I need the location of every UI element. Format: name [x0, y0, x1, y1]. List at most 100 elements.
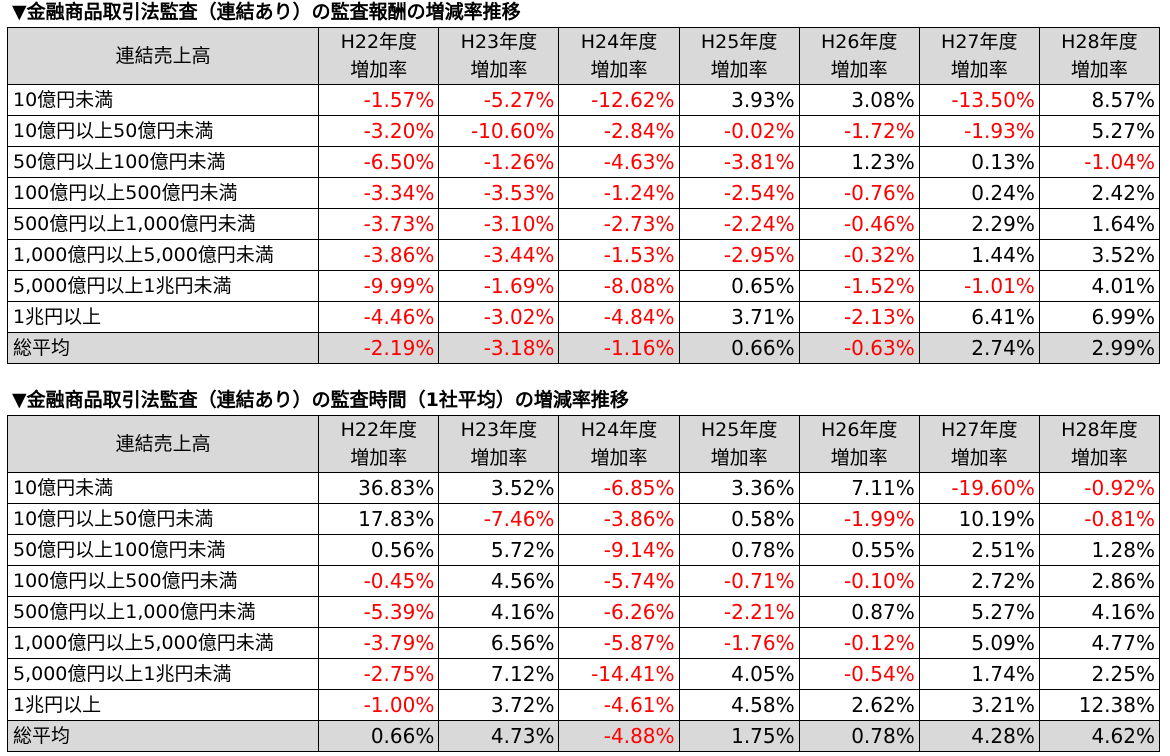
rate-cell: 3.08%	[798, 84, 920, 116]
rate-cell: -3.10%	[438, 208, 560, 240]
audit-hours-rate-table: 連結売上高 H22年度 H23年度 H24年度 H25年度 H26年度 H27年…	[6, 415, 1161, 752]
table-row: 1兆円以上 -4.46% -3.02% -4.84% 3.71% -2.13% 6.41% 6…	[6, 301, 1161, 333]
rate-cell: 1.75%	[678, 720, 800, 752]
rate-cell: -6.26%	[558, 596, 680, 628]
metric-header: 増加率	[558, 56, 680, 85]
rate-cell: 8.57%	[1038, 84, 1161, 116]
rate-cell: -3.81%	[678, 146, 800, 178]
rate-cell: -4.84%	[558, 301, 680, 333]
rate-cell: 1.23%	[798, 146, 920, 178]
rate-cell: -1.99%	[798, 503, 920, 535]
metric-header: 増加率	[1038, 56, 1161, 85]
rate-cell: -1.93%	[918, 115, 1040, 147]
rate-cell: -2.13%	[798, 301, 920, 333]
rate-cell: -12.62%	[558, 84, 680, 116]
rate-cell: 3.72%	[438, 689, 560, 721]
rate-cell: 5.09%	[918, 627, 1040, 659]
rate-cell: 6.99%	[1038, 301, 1161, 333]
table-row: 50億円以上100億円未満 -6.50% -1.26% -4.63% -3.81% 1.2…	[6, 146, 1161, 178]
rate-cell: -2.84%	[558, 115, 680, 147]
rate-cell: -0.10%	[798, 565, 920, 597]
rate-cell: 0.56%	[318, 534, 440, 566]
rate-cell: -3.20%	[318, 115, 440, 147]
rate-cell: -8.08%	[558, 270, 680, 302]
year-header: H27年度	[918, 27, 1040, 56]
rate-cell: -5.27%	[438, 84, 560, 116]
hours-table-title: ▼金融商品取引法監査（連結あり）の監査時間（1社平均）の増減率推移	[12, 389, 629, 411]
table-row: 1,000億円以上5,000億円未満 -3.79% 6.56% -5.87% -1.76…	[6, 627, 1161, 659]
rate-cell: -0.76%	[798, 177, 920, 209]
rate-cell: 2.62%	[798, 689, 920, 721]
rate-cell: 3.21%	[918, 689, 1040, 721]
year-header: H22年度	[318, 415, 440, 444]
rate-cell: -1.72%	[798, 115, 920, 147]
rate-cell: 4.62%	[1038, 720, 1161, 752]
row-label: 1,000億円以上5,000億円未満	[6, 239, 320, 271]
row-label: 500億円以上1,000億円未満	[6, 596, 320, 628]
rate-cell: 4.77%	[1038, 627, 1161, 659]
table-row: 100億円以上500億円未満 -0.45% 4.56% -5.74% -0.71% -0.…	[6, 565, 1161, 597]
rate-cell: -0.92%	[1038, 472, 1161, 504]
rate-cell: 2.25%	[1038, 658, 1161, 690]
rate-cell: -1.01%	[918, 270, 1040, 302]
row-label: 1兆円以上	[6, 301, 320, 333]
rate-cell: 3.52%	[438, 472, 560, 504]
metric-header: 増加率	[318, 444, 440, 473]
year-header: H28年度	[1038, 27, 1161, 56]
rate-cell: -1.52%	[798, 270, 920, 302]
rate-cell: 0.24%	[918, 177, 1040, 209]
metric-header: 増加率	[318, 56, 440, 85]
rate-cell: -0.45%	[318, 565, 440, 597]
rate-cell: -1.26%	[438, 146, 560, 178]
rate-cell: -0.63%	[798, 332, 920, 364]
rate-cell: 4.05%	[678, 658, 800, 690]
metric-header: 増加率	[558, 444, 680, 473]
fee-table-title: ▼金融商品取引法監査（連結あり）の監査報酬の増減率推移	[12, 1, 521, 23]
rate-cell: -3.53%	[438, 177, 560, 209]
rate-cell: 2.74%	[918, 332, 1040, 364]
metric-header: 増加率	[678, 444, 800, 473]
rate-cell: 0.66%	[678, 332, 800, 364]
rate-cell: -5.39%	[318, 596, 440, 628]
rate-cell: 17.83%	[318, 503, 440, 535]
metric-header: 増加率	[438, 444, 560, 473]
rate-cell: -7.46%	[438, 503, 560, 535]
row-label: 5,000億円以上1兆円未満	[6, 270, 320, 302]
metric-header: 増加率	[438, 56, 560, 85]
rate-cell: 36.83%	[318, 472, 440, 504]
metric-header: 増加率	[918, 56, 1040, 85]
year-header: H25年度	[678, 415, 800, 444]
metric-header: 増加率	[798, 56, 920, 85]
rate-cell: -1.24%	[558, 177, 680, 209]
year-header: H26年度	[798, 27, 920, 56]
rate-cell: -1.16%	[558, 332, 680, 364]
rate-cell: 5.27%	[1038, 115, 1161, 147]
rate-cell: 2.99%	[1038, 332, 1161, 364]
rate-cell: -1.76%	[678, 627, 800, 659]
rate-cell: 4.58%	[678, 689, 800, 721]
rate-cell: 10.19%	[918, 503, 1040, 535]
year-header: H24年度	[558, 27, 680, 56]
rate-cell: -4.61%	[558, 689, 680, 721]
rate-cell: -0.54%	[798, 658, 920, 690]
rate-cell: -3.73%	[318, 208, 440, 240]
row-label: 10億円以上50億円未満	[6, 115, 320, 147]
rate-cell: 0.55%	[798, 534, 920, 566]
rate-cell: -5.87%	[558, 627, 680, 659]
rate-cell: 4.16%	[1038, 596, 1161, 628]
metric-header: 増加率	[678, 56, 800, 85]
rate-cell: 3.93%	[678, 84, 800, 116]
rate-cell: -9.99%	[318, 270, 440, 302]
rate-cell: -3.34%	[318, 177, 440, 209]
rate-cell: -5.74%	[558, 565, 680, 597]
rate-cell: 7.11%	[798, 472, 920, 504]
rate-cell: 4.16%	[438, 596, 560, 628]
table-row: 5,000億円以上1兆円未満 -9.99% -1.69% -8.08% 0.65% -1.…	[6, 270, 1161, 302]
table-row: 500億円以上1,000億円未満 -3.73% -3.10% -2.73% -2.24%…	[6, 208, 1161, 240]
year-header: H23年度	[438, 27, 560, 56]
rate-cell: -2.75%	[318, 658, 440, 690]
rate-cell: -2.19%	[318, 332, 440, 364]
table-row: 50億円以上100億円未満 0.56% 5.72% -9.14% 0.78% 0.55% 2…	[6, 534, 1161, 566]
rate-cell: -3.44%	[438, 239, 560, 271]
rate-cell: 7.12%	[438, 658, 560, 690]
